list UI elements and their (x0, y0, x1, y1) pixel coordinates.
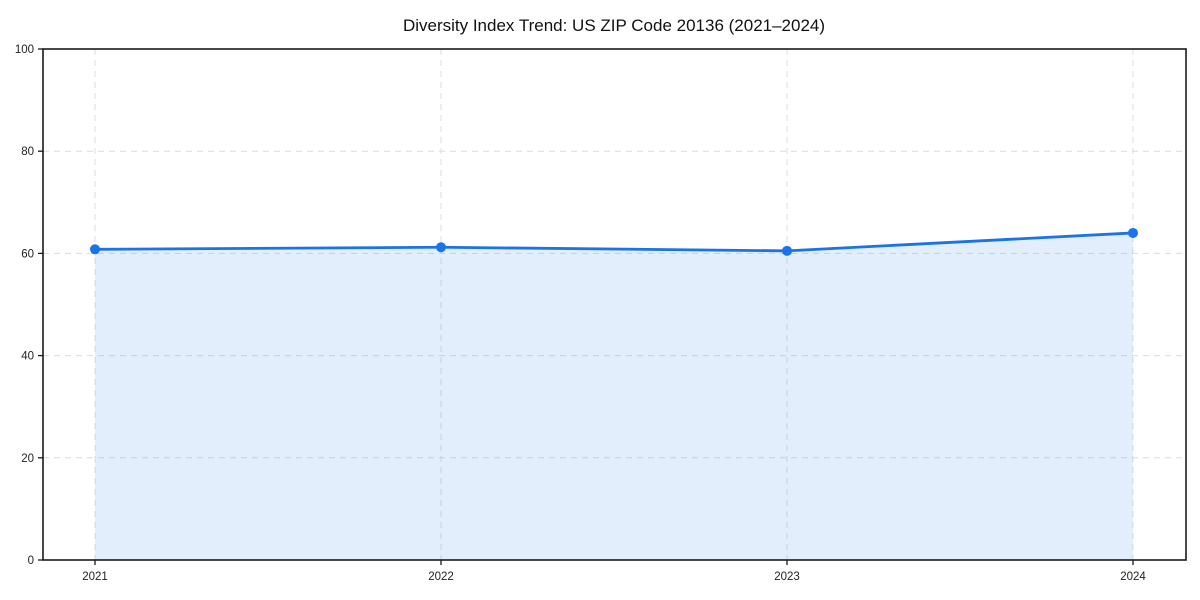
area-fill-group (95, 232, 1133, 560)
y-tick-label: 0 (28, 555, 34, 567)
y-tick-label: 60 (21, 248, 34, 260)
x-tick-label: 2022 (428, 571, 454, 583)
trend-line-group (93, 231, 1135, 253)
axes-group (38, 48, 1187, 565)
data-point-marker (436, 242, 446, 253)
x-tick-label: 2021 (82, 571, 108, 583)
data-point-marker (1128, 227, 1138, 238)
y-tick-label: 40 (21, 351, 34, 363)
chart-title: Diversity Index Trend: US ZIP Code 20136… (403, 16, 825, 35)
x-tick-label: 2023 (774, 571, 800, 583)
data-point-marker (90, 244, 100, 255)
trend-line (93, 231, 1135, 253)
y-tick-label: 100 (15, 44, 34, 56)
data-point-marker (782, 245, 792, 256)
tick-labels-group: 2021 2022 2023 2024 0 20 40 60 80 100 (15, 44, 1147, 583)
y-tick-label: 80 (21, 146, 34, 158)
x-tick-label: 2024 (1120, 571, 1146, 583)
plot-border (42, 48, 1187, 561)
gridlines-group (43, 49, 1186, 560)
area-fill (95, 232, 1133, 560)
y-tick-label: 20 (21, 453, 34, 465)
data-points-group (90, 227, 1138, 256)
